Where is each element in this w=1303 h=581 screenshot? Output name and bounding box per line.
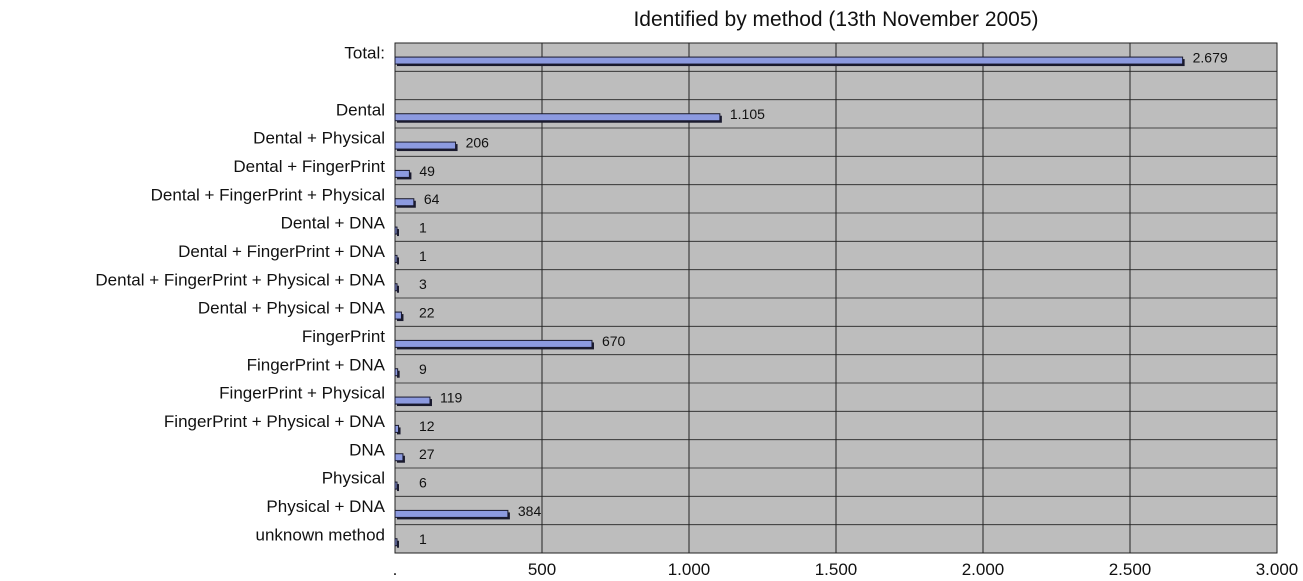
category-label: Dental + DNA xyxy=(281,214,386,233)
bar xyxy=(394,283,398,292)
bar-shadow xyxy=(397,257,399,265)
tick-label: 1.500 xyxy=(815,560,858,579)
value-label: 9 xyxy=(419,361,427,377)
value-label: 670 xyxy=(602,333,626,349)
tick-label: . xyxy=(393,560,398,579)
category-label: Dental + FingerPrint + Physical + DNA xyxy=(95,270,385,289)
value-labels: 2.679 1.105 206 49 64 1 1 3 22 670 9 119 12 27 6 384 1 xyxy=(419,50,1228,548)
category-label: Physical + DNA xyxy=(266,497,385,516)
tick-label: 3.000 xyxy=(1256,560,1299,579)
bar xyxy=(394,226,398,235)
bar xyxy=(394,113,721,122)
category-label: FingerPrint + DNA xyxy=(247,355,386,374)
bar xyxy=(394,481,398,490)
category-label: Dental + FingerPrint + Physical xyxy=(151,185,385,204)
category-label: Dental + Physical + DNA xyxy=(198,299,386,318)
tick-label: 1.000 xyxy=(668,560,711,579)
bar xyxy=(394,311,402,320)
value-label: 6 xyxy=(419,475,427,491)
value-label: 384 xyxy=(518,503,542,519)
bar xyxy=(394,509,509,518)
bar xyxy=(394,198,415,207)
bar xyxy=(394,368,399,377)
value-label: 49 xyxy=(419,163,435,179)
category-label: Total: xyxy=(344,44,385,63)
bar xyxy=(394,396,431,405)
category-label: DNA xyxy=(349,440,386,459)
value-label: 1 xyxy=(419,220,427,236)
x-axis-ticks: . 500 1.000 1.500 2.000 2.500 3.000 xyxy=(393,560,1299,579)
value-label: 22 xyxy=(419,305,435,321)
bars xyxy=(394,56,1185,548)
category-label: Physical xyxy=(322,469,385,488)
category-label: FingerPrint + Physical xyxy=(219,384,385,403)
bar xyxy=(394,169,410,178)
category-label: Dental + FingerPrint xyxy=(233,157,385,176)
bar xyxy=(394,538,398,547)
bar-shadow xyxy=(397,285,399,293)
bar xyxy=(394,339,593,348)
category-labels: Total: Dental Dental + Physical Dental + Fi… xyxy=(95,44,385,545)
value-label: 119 xyxy=(440,390,463,406)
value-label: 2.679 xyxy=(1193,50,1228,66)
tick-label: 500 xyxy=(528,560,556,579)
category-label: Dental + Physical xyxy=(253,129,385,148)
value-label: 1 xyxy=(419,531,427,547)
bar xyxy=(394,254,398,263)
value-label: 1 xyxy=(419,248,427,264)
value-label: 12 xyxy=(419,418,435,434)
value-label: 3 xyxy=(419,276,427,292)
category-label: FingerPrint + Physical + DNA xyxy=(164,412,386,431)
tick-label: 2.000 xyxy=(962,560,1005,579)
category-label: unknown method xyxy=(256,525,385,544)
value-label: 1.105 xyxy=(730,106,765,122)
grid-lines xyxy=(394,43,1278,553)
tick-label: 2.500 xyxy=(1109,560,1152,579)
value-label: 27 xyxy=(419,446,435,462)
category-label: FingerPrint xyxy=(302,327,385,346)
chart-title: Identified by method (13th November 2005… xyxy=(633,8,1039,31)
value-label: 206 xyxy=(466,135,490,151)
category-label: Dental xyxy=(336,100,385,119)
bar xyxy=(394,424,400,433)
category-label: Dental + FingerPrint + DNA xyxy=(178,242,386,261)
value-label: 64 xyxy=(424,191,440,207)
bar-shadow xyxy=(397,229,399,237)
bar xyxy=(394,56,1184,65)
bar xyxy=(394,141,457,150)
bar-shadow xyxy=(397,540,399,548)
bar-shadow xyxy=(397,484,399,492)
bar xyxy=(394,453,404,462)
bar-shadow xyxy=(397,370,400,378)
